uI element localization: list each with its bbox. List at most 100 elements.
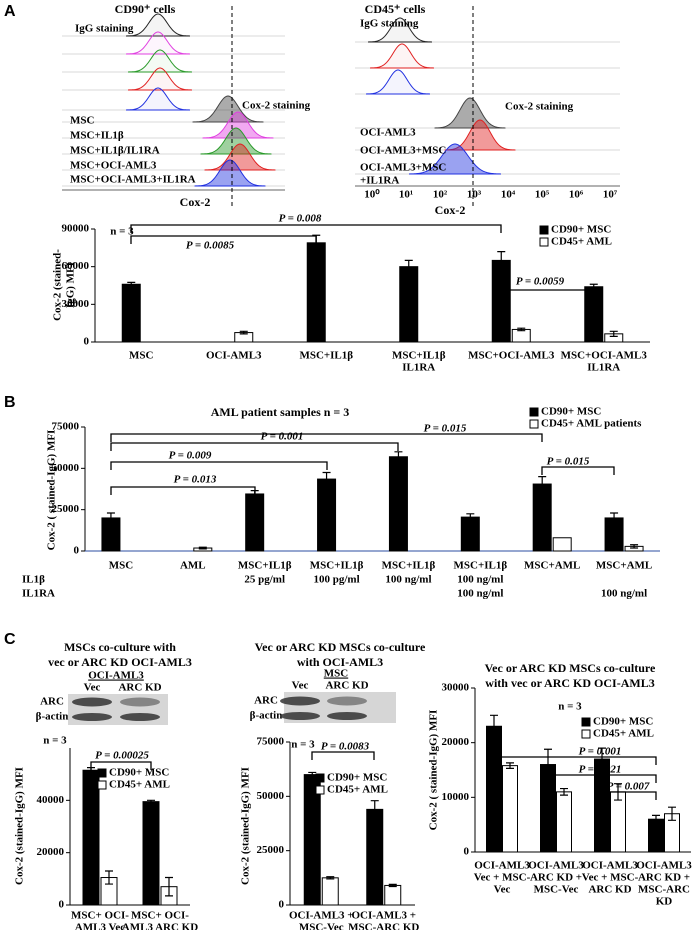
error-bar xyxy=(589,283,598,290)
cox-label: Cox-2 staining xyxy=(242,100,311,112)
chart-title: with OCI-AML3 xyxy=(297,655,383,669)
significance-bracket xyxy=(90,761,152,770)
x-tick-label: MSC+ OCI- xyxy=(131,910,189,922)
chart-title: Vec or ARC KD MSCs co-culture xyxy=(255,640,426,654)
blot-band xyxy=(327,696,367,706)
histogram xyxy=(194,159,266,187)
blot-band xyxy=(72,697,112,707)
blot-row-label: β-actin xyxy=(36,711,69,723)
flow-title: CD45⁺ cells xyxy=(365,2,426,16)
blot-band xyxy=(72,713,112,721)
p-value: P = 0.015 xyxy=(424,423,467,435)
error-bar xyxy=(388,883,397,888)
significance-bracket xyxy=(500,289,595,298)
sample-label: MSC xyxy=(70,115,95,127)
error-bar xyxy=(560,787,568,796)
p-value: P = 0.001 xyxy=(579,746,622,758)
x-tick-label: Vec + MSC- xyxy=(474,872,531,884)
significance-bracket xyxy=(547,774,657,783)
y-tick-label: 0 xyxy=(74,545,80,557)
x-tick-label: ARC KD + xyxy=(530,872,582,884)
bar xyxy=(556,791,572,853)
histogram xyxy=(128,49,192,73)
blot-row-label: β-actin xyxy=(250,710,283,722)
x-tick-label: OCI-AML3 xyxy=(206,350,262,362)
significance-bracket xyxy=(493,756,657,765)
error-bar xyxy=(308,771,317,778)
legend-label: CD90+ MSC xyxy=(551,224,611,236)
flow-x-label: Cox-2 xyxy=(180,195,211,209)
error-bar xyxy=(466,513,475,522)
bar xyxy=(121,283,141,343)
y-tick-label: 0 xyxy=(464,846,470,858)
lane-label: ARC KD xyxy=(118,682,161,694)
chart-title: Vec or ARC KD MSCs co-culture xyxy=(485,661,656,675)
p-value: P = 0.0083 xyxy=(321,741,370,753)
x-row-label: 100 ng/ml xyxy=(457,588,503,600)
x-tick-label: MSC-ARC KD xyxy=(348,922,419,930)
x-row-label: 100 ng/ml xyxy=(601,588,647,600)
flow-tick-label: 10⁵ xyxy=(535,189,550,201)
error-bar xyxy=(517,327,526,332)
p-value: P = 0.013 xyxy=(174,474,217,486)
sample-label: OCI-AML3+MSC xyxy=(360,145,446,157)
blot-band xyxy=(280,696,320,706)
legend-label: CD45+ AML xyxy=(327,784,388,796)
histogram xyxy=(444,119,516,151)
x-tick-label: MSC-ARC xyxy=(638,884,690,896)
cox-label: Cox-2 staining xyxy=(505,101,574,113)
x-tick-label: OCI-AML3 xyxy=(582,860,638,872)
igg-label: IgG staining xyxy=(360,18,419,30)
x-row-label: 100 ng/ml xyxy=(457,574,503,586)
y-axis-label: Cox-2 (stained-IgG) MFI xyxy=(14,767,26,885)
flow-tick-label: 10⁷ xyxy=(603,189,618,201)
legend-label: CD45+ AML patients xyxy=(541,418,642,430)
bar xyxy=(142,801,160,906)
sample-label: MSC+OCI-AML3 xyxy=(70,160,157,172)
error-bar xyxy=(668,806,676,821)
histogram xyxy=(368,17,432,43)
lane-label: Vec xyxy=(84,682,101,694)
panel-label: C xyxy=(4,631,16,648)
x-row-title: IL1RA xyxy=(22,588,55,600)
lane-label: Vec xyxy=(292,680,309,692)
error-bar xyxy=(127,281,136,287)
error-bar xyxy=(490,714,498,738)
lane-label: ARC KD xyxy=(325,680,368,692)
x-tick-label: MSC+ OCI- xyxy=(71,910,129,922)
x-tick-label: MSC+AML xyxy=(524,560,580,572)
error-bar xyxy=(506,762,514,769)
y-tick-label: 60000 xyxy=(62,260,90,272)
flow-tick-label: 10⁴ xyxy=(501,189,516,201)
significance-bracket xyxy=(130,224,502,233)
error-bar xyxy=(239,330,248,335)
legend-swatch xyxy=(315,785,325,795)
legend-label: CD90+ MSC xyxy=(327,772,387,784)
bar xyxy=(486,725,502,853)
y-tick-label: 25000 xyxy=(52,503,80,515)
histogram xyxy=(434,97,506,129)
sample-label: MSC+IL1β/IL1RA xyxy=(70,145,160,157)
panel-label: B xyxy=(4,394,16,411)
x-tick-label: MSC+IL1β xyxy=(310,560,364,572)
legend-label: CD90+ MSC xyxy=(593,716,653,728)
bar xyxy=(366,808,384,906)
histogram xyxy=(204,143,276,171)
x-row-title: IL1β xyxy=(22,574,45,586)
sample-label: MSC+OCI-AML3+IL1RA xyxy=(70,174,196,186)
y-tick-label: 0 xyxy=(84,336,90,348)
x-tick-label: ARC KD + xyxy=(638,872,690,884)
flow-tick-label: 10³ xyxy=(467,189,482,201)
flow-tick-label: 10¹ xyxy=(399,189,413,201)
p-value: P = 0.00025 xyxy=(95,750,149,762)
x-tick-label: ARC KD xyxy=(588,884,631,896)
histogram xyxy=(126,13,190,37)
x-tick-label: KD xyxy=(656,896,673,908)
bar xyxy=(388,456,408,552)
x-row-label: 25 pg/ml xyxy=(244,574,285,586)
x-tick-label: OCI-AML3 + xyxy=(351,910,416,922)
y-tick-label: 75000 xyxy=(257,736,285,748)
x-tick-label: OCI-AML3 xyxy=(528,860,584,872)
sample-label: OCI-AML3+MSC xyxy=(360,162,446,174)
bar xyxy=(245,493,265,552)
